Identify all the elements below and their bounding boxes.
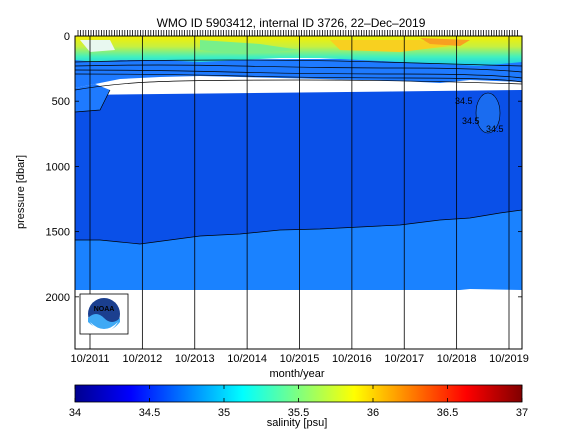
x-tick-label: 10/2018 bbox=[437, 353, 477, 365]
contour-line bbox=[75, 59, 522, 67]
logo-text: NOAA bbox=[94, 306, 115, 313]
x-axis: 10/2011 10/2012 10/2013 10/2014 10/2015 10/20… bbox=[71, 353, 529, 380]
x-tick-label: 10/2016 bbox=[332, 353, 372, 365]
contour-line bbox=[75, 69, 522, 79]
profile-ticks bbox=[77, 30, 518, 36]
x-tick-label: 10/2019 bbox=[489, 353, 529, 365]
colorbar-tick-label: 35 bbox=[218, 407, 230, 419]
plot-frame bbox=[74, 35, 523, 350]
contour-line bbox=[75, 64, 522, 73]
y-tick-label: 500 bbox=[52, 96, 70, 108]
y-tick-label: 1500 bbox=[46, 227, 70, 239]
chart-title: WMO ID 5903412, internal ID 3726, 22–Dec… bbox=[157, 16, 426, 30]
surface-patch-green bbox=[200, 40, 300, 54]
colorbar: 34 34.5 35 35.5 36 36.5 37 salinity [psu] bbox=[69, 384, 528, 429]
colorbar-tick-label: 35.5 bbox=[288, 407, 309, 419]
plot-area: 34.5 34.5 34.5 NOAA bbox=[74, 30, 523, 350]
surface-patch-orange bbox=[420, 38, 470, 46]
contour-line bbox=[75, 209, 522, 245]
intermediate-tongue bbox=[75, 84, 110, 112]
y-axis-label: pressure [dbar] bbox=[15, 155, 27, 229]
contour-label: 34.5 bbox=[455, 96, 473, 106]
colorbar-tick-label: 36 bbox=[367, 407, 379, 419]
salinity-field: 34.5 34.5 34.5 bbox=[75, 36, 522, 349]
x-axis-label: month/year bbox=[269, 368, 324, 380]
colorbar-tick-label: 34.5 bbox=[139, 407, 160, 419]
intermediate-water-layer bbox=[75, 90, 522, 244]
colorbar-tick-label: 34 bbox=[69, 407, 81, 419]
colorbar-tick-label: 37 bbox=[516, 407, 528, 419]
x-tick-label: 10/2015 bbox=[280, 353, 320, 365]
surface-patch-yellow bbox=[330, 40, 450, 52]
y-tick-label: 0 bbox=[64, 31, 70, 43]
y-tick-label: 1000 bbox=[46, 161, 70, 173]
x-tick-label: 10/2014 bbox=[227, 353, 267, 365]
x-tick-label: 10/2013 bbox=[175, 353, 215, 365]
colorbar-tick-label: 36.5 bbox=[437, 407, 458, 419]
x-tick-label: 10/2012 bbox=[122, 353, 162, 365]
noaa-logo: NOAA bbox=[79, 293, 129, 335]
x-tick-label: 10/2017 bbox=[384, 353, 424, 365]
x-tick-label: 10/2011 bbox=[71, 353, 110, 365]
y-axis: 0 500 1000 1500 2000 pressure [dbar] bbox=[15, 31, 522, 304]
surface-patch-white bbox=[80, 40, 115, 52]
y-tick-label: 2000 bbox=[46, 292, 70, 304]
contour-line bbox=[75, 89, 111, 113]
contour-line bbox=[75, 73, 522, 83]
eddy-feature bbox=[475, 92, 501, 134]
contour-lines bbox=[75, 59, 522, 245]
colorbar-label: salinity [psu] bbox=[267, 417, 328, 429]
contour-label: 34.5 bbox=[462, 116, 480, 126]
contour-label: 34.5 bbox=[486, 124, 504, 134]
no-data-region bbox=[75, 290, 522, 349]
contour-line bbox=[75, 79, 522, 91]
